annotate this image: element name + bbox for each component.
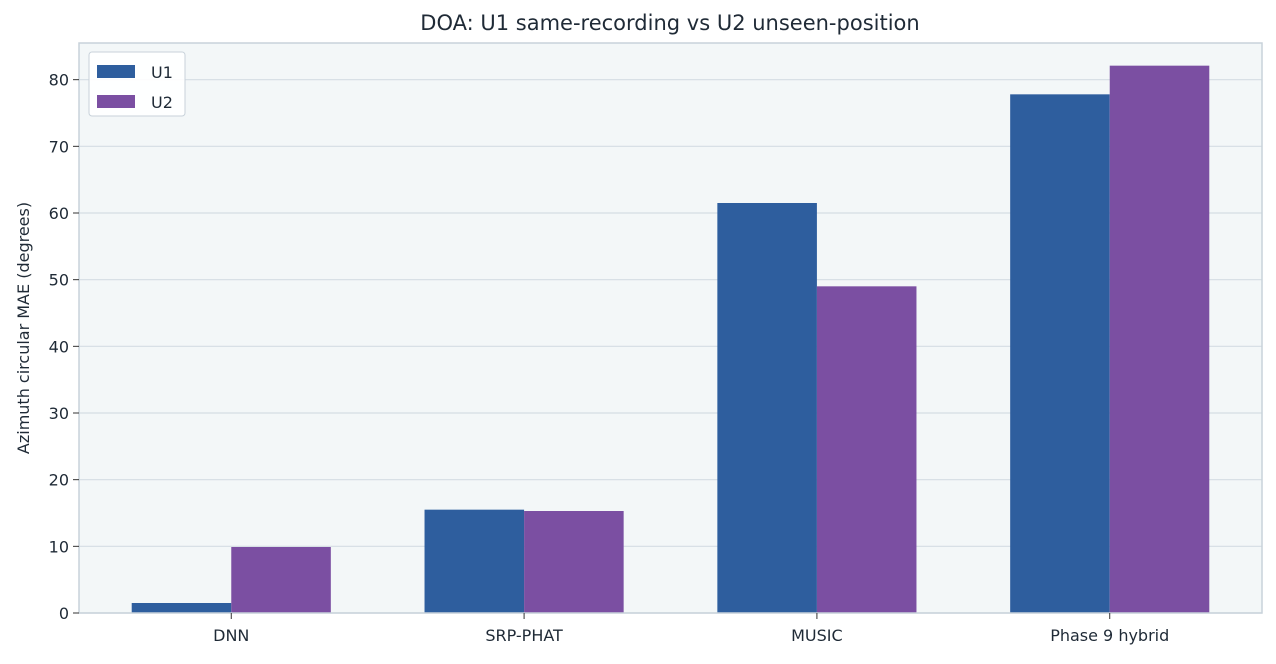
bar-u2-0 [231,547,331,613]
legend-label-u1: U1 [151,63,173,82]
legend: U1 U2 [88,51,186,117]
x-tick-label: SRP-PHAT [485,626,563,645]
y-tick-label: 40 [49,337,69,356]
y-axis-title: Azimuth circular MAE (degrees) [14,202,33,454]
legend-swatch-u1 [97,65,135,78]
bar-u2-1 [524,511,624,613]
bar-u1-1 [424,509,525,613]
y-tick-label: 20 [49,471,69,490]
plot-frame [78,42,1263,614]
y-tick-label: 70 [49,137,69,156]
bar-u2-2 [816,286,917,613]
x-tick-label: MUSIC [791,626,843,645]
legend-label-u2: U2 [151,93,173,112]
bar-u1-3 [1010,94,1110,614]
y-tick-label: 80 [49,71,69,90]
y-tick-label: 10 [49,537,69,556]
legend-swatch-u2 [97,95,135,108]
y-tick-label: 0 [59,604,69,623]
y-tick-label: 50 [49,271,69,290]
y-axis: 0 10 20 30 40 50 60 70 80 [49,71,79,623]
y-tick-label: 30 [49,404,69,423]
x-axis: DNN SRP-PHAT MUSIC Phase 9 hybrid [213,613,1169,645]
x-tick-label: Phase 9 hybrid [1050,626,1169,645]
bar-u2-3 [1109,65,1210,613]
bars [131,65,1210,614]
chart-title: DOA: U1 same-recording vs U2 unseen-posi… [420,11,919,35]
y-tick-label: 60 [49,204,69,223]
bar-u1-0 [131,603,232,613]
x-tick-label: DNN [213,626,249,645]
bar-u1-2 [717,203,817,613]
